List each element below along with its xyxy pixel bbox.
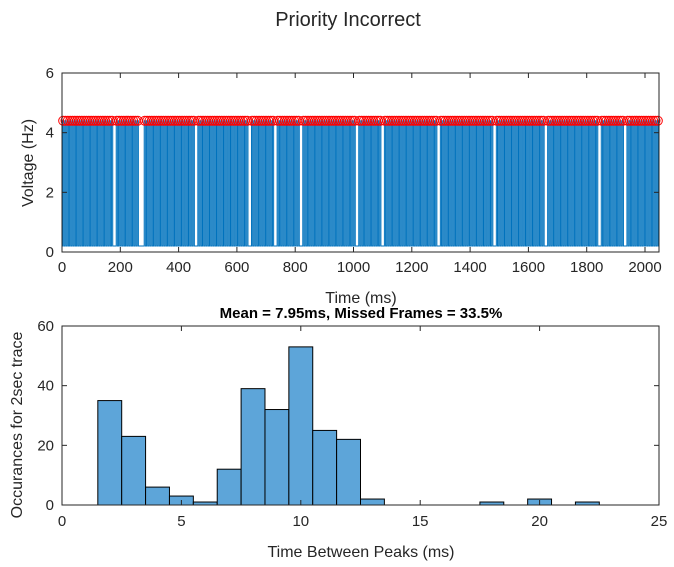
- histogram-x-tick-label: 15: [412, 513, 429, 530]
- peak-marker: [368, 115, 379, 126]
- voltage-trace-plot-area: [58, 115, 663, 247]
- peak-marker: [645, 115, 656, 126]
- histogram-bar: [288, 346, 314, 506]
- histogram-bar: [145, 486, 170, 506]
- peak-marker: [480, 115, 491, 126]
- histogram-x-axis-label: Time Between Peaks (ms): [267, 544, 454, 561]
- voltage-trace-x-tick-label: 2000: [628, 259, 661, 276]
- voltage-trace-axes-box: [61, 72, 660, 253]
- voltage-trace-x-tick-label: 600: [224, 259, 249, 276]
- peak-marker: [610, 115, 621, 126]
- peak-marker: [261, 115, 272, 126]
- histogram-y-tick-label: 60: [37, 318, 54, 335]
- peak-marker: [181, 115, 192, 126]
- voltage-trace-x-tick-label: 1800: [570, 259, 603, 276]
- peak-marker: [342, 115, 353, 126]
- histogram-x-tick-label: 25: [651, 513, 668, 530]
- voltage-trace-x-tick-label: 1600: [512, 259, 545, 276]
- peak-marker: [235, 115, 246, 126]
- voltage-trace-x-axis-label: Time (ms): [325, 290, 396, 307]
- voltage-trace-x-tick-label: 400: [166, 259, 191, 276]
- histogram-y-tick-label: 20: [37, 437, 54, 454]
- peak-marker: [531, 115, 542, 126]
- voltage-trace-x-tick-label: 0: [58, 259, 66, 276]
- histogram-ticks: 0 5 10 15 20 25 0 20 40 60: [37, 318, 667, 530]
- histogram-x-tick-label: 5: [177, 513, 185, 530]
- histogram-bar: [121, 435, 147, 506]
- peak-marker: [650, 115, 661, 126]
- histogram-bar: [240, 388, 266, 506]
- peak-marker: [424, 115, 435, 126]
- voltage-trace-y-tick-label: 4: [46, 125, 54, 142]
- histogram-bar: [216, 468, 242, 506]
- voltage-trace-y-tick-label: 0: [46, 244, 54, 261]
- voltage-trace-ticks: 0 200 400 600 800 1000 1200 1400 1600 1800 2000 0 2 4…: [46, 65, 662, 276]
- peak-marker: [648, 115, 659, 126]
- voltage-trace-y-axis-label: Voltage (Hz): [20, 119, 37, 207]
- voltage-trace-x-tick-label: 1200: [395, 259, 428, 276]
- voltage-trace-panel: 0 200 400 600 800 1000 1200 1400 1600 1800 2000 0 2 4…: [20, 65, 663, 307]
- histogram-x-tick-label: 10: [292, 513, 309, 530]
- voltage-trace-x-tick-label: 800: [283, 259, 308, 276]
- voltage-trace-x-tick-label: 1000: [337, 259, 370, 276]
- histogram-bar: [360, 498, 385, 506]
- histogram-y-tick-label: 0: [46, 497, 54, 514]
- peak-marker: [652, 115, 663, 126]
- histogram-axes-box: [61, 325, 660, 506]
- figure-title: Priority Incorrect: [275, 9, 421, 31]
- voltage-trace-y-tick-label: 6: [46, 65, 54, 82]
- histogram-bars: [97, 346, 600, 506]
- peak-marker: [100, 115, 111, 126]
- histogram-bar: [312, 429, 338, 506]
- peak-marker: [128, 115, 139, 126]
- peak-marker: [286, 115, 297, 126]
- peak-marker: [125, 115, 136, 126]
- histogram-bar: [336, 438, 361, 506]
- voltage-trace-line: [62, 120, 659, 247]
- histogram-y-tick-label: 40: [37, 378, 54, 395]
- histogram-x-tick-label: 20: [531, 513, 548, 530]
- voltage-trace-x-tick-label: 1400: [453, 259, 486, 276]
- histogram-panel: Mean = 7.95ms, Missed Frames = 33.5% 0 5 1…: [9, 305, 667, 561]
- voltage-trace-y-tick-label: 2: [46, 184, 54, 201]
- histogram-bar: [264, 409, 290, 506]
- histogram-title: Mean = 7.95ms, Missed Frames = 33.5%: [220, 305, 503, 322]
- peak-marker: [585, 115, 596, 126]
- voltage-trace-x-tick-label: 200: [108, 259, 133, 276]
- histogram-y-axis-label: Occurances for 2sec trace: [9, 332, 26, 519]
- histogram-x-tick-label: 0: [58, 513, 66, 530]
- histogram-bar: [97, 400, 123, 506]
